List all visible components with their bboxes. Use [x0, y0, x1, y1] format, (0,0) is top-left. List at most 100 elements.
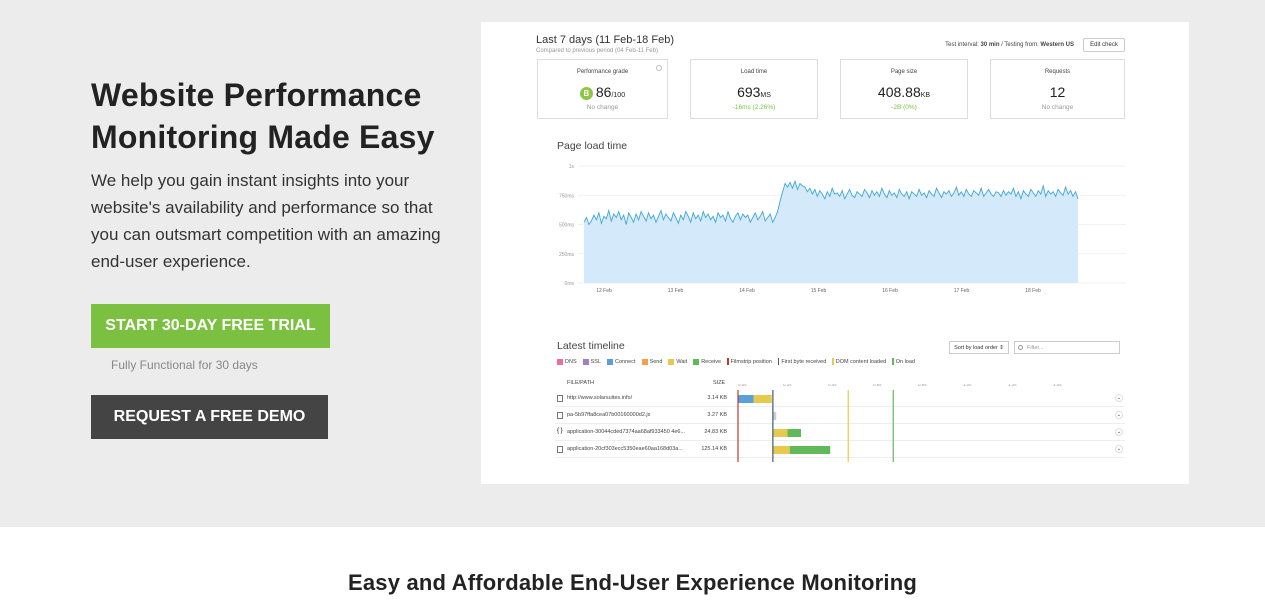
stat-load-time: Load time 693MS -16ms (2.26%) [690, 59, 818, 119]
stat-label: Performance grade [576, 69, 629, 75]
dashboard-screenshot: Last 7 days (11 Feb-18 Feb) Compared to … [481, 22, 1189, 484]
file-size: 3.27 KB [707, 412, 727, 418]
stat-performance-grade: Performance grade B 86/100 No change [537, 59, 668, 119]
testing-value: Western US [1040, 42, 1074, 48]
timing-segment [772, 429, 788, 437]
legend-swatch [727, 358, 729, 365]
legend-swatch [892, 358, 894, 365]
table-row[interactable]: application-20cf303ecc5350eae60aa168d03a… [555, 441, 1125, 458]
timeline-legend: DNS SSL Connect Send Wait Receive Filmstrip po… [557, 358, 915, 365]
chevron-down-icon[interactable]: ⌄ [1115, 394, 1123, 402]
stat-change: No change [1041, 104, 1074, 111]
series-area [584, 181, 1078, 283]
y-tick-label: 0ms [565, 281, 575, 287]
col-file-header: FILE/PATH [567, 380, 594, 386]
chart-title: Page load time [557, 140, 628, 152]
y-tick-label: 750ms [559, 193, 575, 199]
y-tick-label: 250ms [559, 252, 575, 258]
legend-label: First byte received [781, 358, 827, 365]
section-title: Easy and Affordable End-User Experience … [347, 570, 918, 595]
request-demo-button[interactable]: REQUEST A FREE DEMO [91, 395, 328, 439]
x-tick-label: 13 Feb [668, 288, 684, 294]
timing-segment [772, 412, 777, 420]
axis-tick-label: 0.2s [783, 384, 792, 387]
page-load-chart: 1s 750ms 500ms 250ms 0ms 12 Feb 13 Feb 14 Feb 15… [559, 164, 1126, 294]
legend-item: Connect [607, 358, 636, 365]
legend-swatch [607, 358, 614, 365]
x-tick-label: 15 Feb [811, 288, 827, 294]
file-name: pa-5b97ffa8cea07b00160000d2.js [567, 412, 651, 418]
dashboard-subtitle: Compared to previous period (04 Feb-11 F… [536, 48, 658, 54]
axis-tick-label: 0.6s [873, 384, 882, 387]
hero-description: We help you gain instant insights into y… [91, 171, 441, 271]
timing-segment [787, 429, 801, 437]
file-name: http://www.solarsuites.info/ [567, 395, 633, 401]
table-row[interactable]: http://www.solarsuites.info/ 3.14 KB ⌄ [555, 390, 1125, 407]
axis-tick-label: 0.4s [828, 384, 837, 387]
edit-check-button[interactable]: Edit check [1083, 38, 1125, 52]
file-name: application-30044cded7374aa68af933450 4e… [567, 429, 686, 435]
legend-item: Receive [693, 358, 721, 365]
axis-tick-label: 1.2s [1008, 384, 1017, 387]
timeline-waterfall: 0.0s 0.2s 0.4s 0.6s 0.8s 1.0s 1.2s 1.4s [737, 384, 1062, 462]
legend-label: Connect [615, 358, 636, 365]
timing-segment [738, 395, 754, 403]
legend-item: Filmstrip position [727, 358, 772, 365]
file-size: 125.14 KB [701, 446, 727, 452]
grade-badge: B [579, 86, 593, 100]
file-size: 24.83 KB [704, 429, 727, 435]
x-tick-label: 12 Feb [596, 288, 612, 294]
legend-item: Wait [668, 358, 687, 365]
timing-segment [789, 446, 831, 454]
chevron-down-icon[interactable]: ⌄ [1115, 445, 1123, 453]
legend-label: DOM content loaded [835, 358, 887, 365]
legend-item: DNS [557, 358, 577, 365]
legend-swatch [832, 358, 834, 365]
testing-label: / Testing from: [1001, 42, 1039, 48]
file-size: 3.14 KB [707, 395, 727, 401]
legend-item: DOM content loaded [832, 358, 886, 365]
file-name: application-20cf303ecc5350eae60aa168d03a… [567, 446, 683, 452]
legend-label: Wait [676, 358, 688, 365]
legend-swatch [668, 358, 675, 365]
axis-tick-label: 0.0s [738, 384, 747, 387]
legend-item: First byte received [777, 358, 827, 365]
legend-swatch [557, 358, 563, 365]
table-row[interactable]: { } application-30044cded7374aa68af93345… [555, 424, 1125, 441]
hero-title: Website Performance Monitoring Made Easy [91, 77, 435, 155]
legend-swatch [777, 358, 780, 365]
stat-requests: Requests 12 No change [990, 59, 1125, 119]
legend-label: DNS [565, 358, 577, 365]
document-icon [557, 395, 563, 402]
filter-input[interactable]: Filter... [1014, 341, 1120, 354]
sort-dropdown[interactable]: Sort by load order ⇕ [949, 341, 1009, 354]
timing-segment [772, 446, 790, 454]
x-tick-label: 17 Feb [954, 288, 970, 294]
test-interval: Test interval: 30 min / Testing from: We… [945, 42, 1074, 48]
legend-swatch [582, 358, 589, 365]
legend-item: Send [641, 358, 662, 365]
legend-label: Receive [701, 358, 722, 365]
chevron-down-icon[interactable]: ⌄ [1115, 428, 1123, 436]
legend-item: SSL [582, 358, 601, 365]
legend-swatch [641, 358, 648, 365]
stat-label: Load time [740, 69, 768, 75]
stat-value: 12 [1049, 84, 1066, 100]
code-icon: { } [557, 428, 563, 434]
hero-section: Website Performance Monitoring Made Easy… [0, 0, 1265, 527]
stat-value: 693MS [737, 84, 771, 100]
timing-segment [753, 395, 772, 403]
image-icon [557, 412, 563, 419]
x-tick-label: 18 Feb [1025, 288, 1041, 294]
interval-value: 30 min [980, 42, 1000, 48]
chevron-down-icon[interactable]: ⌄ [1115, 411, 1123, 419]
info-icon [656, 65, 662, 71]
table-row[interactable]: pa-5b97ffa8cea07b00160000d2.js 3.27 KB ⌄ [555, 407, 1125, 424]
timeline-title: Latest timeline [557, 340, 625, 352]
stat-change: -16ms (2.26%) [732, 104, 776, 111]
stat-change: -2B (0%) [891, 104, 917, 111]
dashboard-title: Last 7 days (11 Feb-18 Feb) [536, 34, 674, 46]
stat-change: No change [586, 104, 619, 111]
start-trial-button[interactable]: START 30-DAY FREE TRIAL [91, 304, 330, 348]
stat-value: 408.88KB [877, 84, 931, 100]
